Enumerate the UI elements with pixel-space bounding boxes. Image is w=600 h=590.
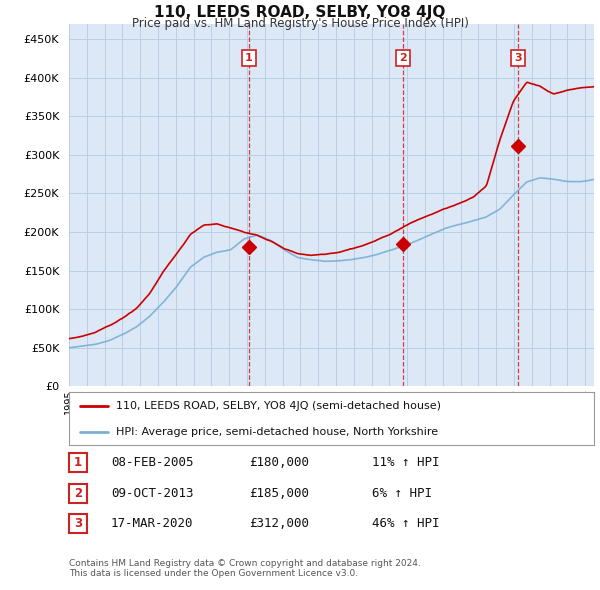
Text: 46% ↑ HPI: 46% ↑ HPI	[372, 517, 439, 530]
Text: 11% ↑ HPI: 11% ↑ HPI	[372, 456, 439, 469]
Text: 09-OCT-2013: 09-OCT-2013	[111, 487, 193, 500]
Text: 08-FEB-2005: 08-FEB-2005	[111, 456, 193, 469]
Text: 3: 3	[514, 53, 521, 63]
Text: 110, LEEDS ROAD, SELBY, YO8 4JQ: 110, LEEDS ROAD, SELBY, YO8 4JQ	[154, 5, 446, 19]
Text: 110, LEEDS ROAD, SELBY, YO8 4JQ (semi-detached house): 110, LEEDS ROAD, SELBY, YO8 4JQ (semi-de…	[116, 401, 441, 411]
Text: £312,000: £312,000	[249, 517, 309, 530]
Text: £185,000: £185,000	[249, 487, 309, 500]
Text: 1: 1	[74, 456, 82, 469]
Text: 3: 3	[74, 517, 82, 530]
Text: 1: 1	[245, 53, 253, 63]
Text: 6% ↑ HPI: 6% ↑ HPI	[372, 487, 432, 500]
Text: This data is licensed under the Open Government Licence v3.0.: This data is licensed under the Open Gov…	[69, 569, 358, 578]
Text: £180,000: £180,000	[249, 456, 309, 469]
Text: 17-MAR-2020: 17-MAR-2020	[111, 517, 193, 530]
Text: 2: 2	[399, 53, 407, 63]
Text: Price paid vs. HM Land Registry's House Price Index (HPI): Price paid vs. HM Land Registry's House …	[131, 17, 469, 30]
Text: Contains HM Land Registry data © Crown copyright and database right 2024.: Contains HM Land Registry data © Crown c…	[69, 559, 421, 568]
Text: HPI: Average price, semi-detached house, North Yorkshire: HPI: Average price, semi-detached house,…	[116, 427, 439, 437]
Text: 2: 2	[74, 487, 82, 500]
